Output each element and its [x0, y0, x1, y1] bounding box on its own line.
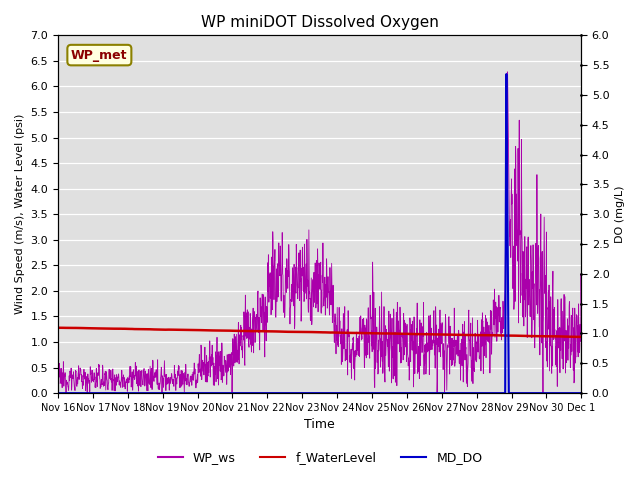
Y-axis label: DO (mg/L): DO (mg/L) — [615, 185, 625, 243]
Legend: WP_ws, f_WaterLevel, MD_DO: WP_ws, f_WaterLevel, MD_DO — [152, 446, 488, 469]
X-axis label: Time: Time — [304, 419, 335, 432]
Y-axis label: Wind Speed (m/s), Water Level (psi): Wind Speed (m/s), Water Level (psi) — [15, 114, 25, 314]
Title: WP miniDOT Dissolved Oxygen: WP miniDOT Dissolved Oxygen — [201, 15, 438, 30]
Text: WP_met: WP_met — [71, 48, 127, 61]
